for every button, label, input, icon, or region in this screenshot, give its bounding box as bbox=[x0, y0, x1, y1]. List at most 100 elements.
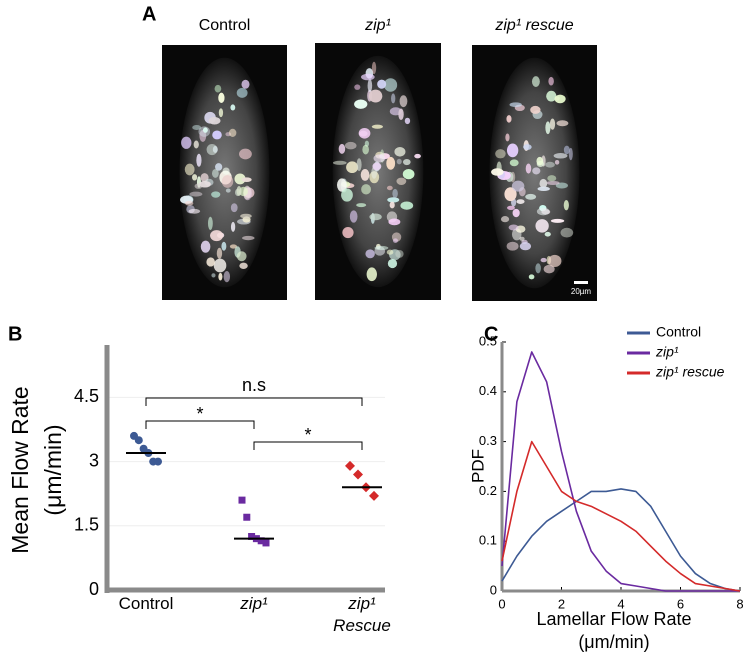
cell bbox=[240, 213, 252, 219]
cell bbox=[540, 257, 547, 263]
cell bbox=[223, 271, 231, 283]
cell bbox=[525, 163, 532, 174]
image-title: zip¹ bbox=[364, 17, 391, 34]
significance-label: * bbox=[196, 404, 203, 424]
data-point bbox=[369, 490, 379, 501]
cell bbox=[394, 146, 406, 157]
cell bbox=[560, 227, 574, 238]
cell bbox=[568, 147, 573, 161]
scale-bar-label: 20µm bbox=[571, 287, 592, 296]
cell bbox=[535, 219, 549, 233]
cell bbox=[193, 140, 199, 149]
data-point bbox=[248, 533, 256, 540]
cell bbox=[505, 133, 510, 142]
cell bbox=[506, 143, 519, 158]
cell bbox=[228, 128, 237, 137]
y-axis-label: Mean Flow Rate bbox=[7, 386, 33, 553]
cell bbox=[210, 230, 224, 242]
cell bbox=[539, 178, 548, 189]
x-tick-label: zip¹ bbox=[240, 594, 268, 613]
cell bbox=[225, 188, 231, 193]
panel-label: C bbox=[484, 323, 498, 345]
cell bbox=[358, 127, 371, 139]
cell bbox=[374, 245, 389, 251]
cell bbox=[512, 208, 520, 218]
cell bbox=[404, 117, 411, 125]
cell bbox=[200, 240, 211, 253]
cell bbox=[367, 79, 373, 93]
data-point bbox=[345, 460, 355, 471]
cell bbox=[206, 144, 218, 156]
data-point bbox=[243, 513, 251, 521]
cell bbox=[387, 258, 398, 269]
cell bbox=[189, 191, 203, 197]
cell bbox=[549, 118, 556, 130]
cell bbox=[236, 186, 242, 196]
x-tick-label: 4 bbox=[617, 596, 624, 611]
cell bbox=[392, 188, 398, 199]
cell bbox=[547, 175, 557, 182]
cell bbox=[241, 79, 250, 89]
cell bbox=[543, 264, 555, 274]
cell bbox=[519, 236, 525, 241]
cell bbox=[211, 273, 216, 278]
cell bbox=[553, 153, 568, 159]
cell bbox=[377, 79, 387, 89]
x-tick-label: Control bbox=[118, 594, 174, 613]
y-tick-label: 0 bbox=[490, 582, 497, 597]
cell bbox=[495, 149, 506, 159]
cell bbox=[368, 89, 383, 103]
cell bbox=[395, 249, 404, 258]
x-tick-label: 0 bbox=[498, 596, 505, 611]
cell bbox=[346, 161, 359, 174]
cell bbox=[537, 186, 550, 191]
cell bbox=[545, 121, 551, 135]
cell bbox=[360, 73, 375, 81]
cell bbox=[230, 203, 238, 213]
cell bbox=[389, 201, 395, 209]
cell bbox=[532, 167, 541, 175]
cell bbox=[556, 120, 569, 127]
cell bbox=[218, 272, 223, 281]
cell bbox=[398, 108, 404, 121]
cell bbox=[365, 249, 375, 259]
y-tick-label: 0.4 bbox=[479, 383, 497, 398]
y-tick-label: 4.5 bbox=[74, 386, 99, 406]
cell bbox=[388, 218, 401, 226]
cell bbox=[546, 90, 557, 102]
y-tick-label: 1.5 bbox=[74, 515, 99, 535]
cell bbox=[218, 92, 225, 103]
cell bbox=[213, 258, 227, 273]
cell bbox=[371, 124, 383, 129]
cell bbox=[545, 161, 555, 168]
cell bbox=[500, 216, 510, 223]
cell bbox=[554, 159, 560, 165]
cell bbox=[206, 257, 215, 267]
cell bbox=[548, 76, 554, 86]
cell bbox=[507, 205, 515, 210]
cell bbox=[354, 99, 368, 109]
data-point bbox=[262, 539, 270, 547]
significance-label: n.s bbox=[242, 375, 266, 395]
cell bbox=[366, 267, 377, 282]
cell bbox=[221, 241, 227, 251]
cell bbox=[221, 175, 234, 188]
significance-bracket bbox=[145, 397, 363, 406]
cell bbox=[399, 95, 408, 108]
cell bbox=[391, 93, 396, 104]
cell bbox=[535, 263, 541, 274]
data-point bbox=[134, 436, 143, 445]
legend-label: zip¹ rescue bbox=[655, 364, 725, 380]
cell bbox=[236, 251, 247, 262]
cell bbox=[371, 61, 377, 75]
cell bbox=[207, 216, 213, 230]
cell bbox=[386, 185, 393, 191]
cell bbox=[342, 227, 354, 239]
cell bbox=[509, 102, 522, 108]
cell bbox=[528, 274, 535, 280]
cell bbox=[396, 158, 402, 165]
cell bbox=[369, 213, 382, 221]
cell bbox=[236, 87, 248, 98]
data-point bbox=[154, 457, 162, 466]
